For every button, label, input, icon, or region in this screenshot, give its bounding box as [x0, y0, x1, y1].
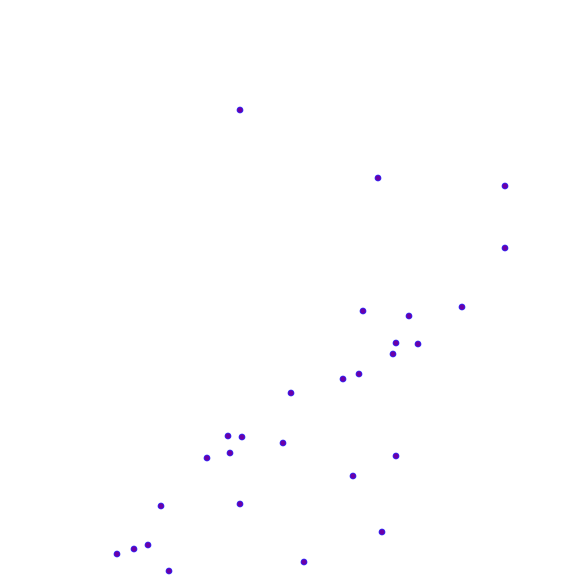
- scatter-point-1: [236, 106, 244, 114]
- scatter-point-9: [414, 340, 422, 348]
- scatter-point-14: [224, 432, 232, 440]
- scatter-point-26: [113, 550, 121, 558]
- scatter-point-12: [339, 375, 347, 383]
- scatter-point-3: [501, 182, 509, 190]
- scatter-point-19: [392, 452, 400, 460]
- scatter-point-8: [392, 339, 400, 347]
- scatter-point-4: [501, 244, 509, 252]
- scatter-point-11: [355, 370, 363, 378]
- scatter-point-16: [279, 439, 287, 447]
- scatter-point-27: [300, 558, 308, 566]
- scatter-point-23: [378, 528, 386, 536]
- scatter-point-24: [144, 541, 152, 549]
- scatter-point-15: [238, 433, 246, 441]
- scatter-point-18: [203, 454, 211, 462]
- scatter-point-13: [287, 389, 295, 397]
- scatter-point-21: [157, 502, 165, 510]
- scatter-point-22: [236, 500, 244, 508]
- scatter-point-2: [374, 174, 382, 182]
- scatter-point-25: [130, 545, 138, 553]
- scatter-point-28: [165, 567, 173, 575]
- scatter-point-6: [359, 307, 367, 315]
- scatter-point-10: [389, 350, 397, 358]
- scatter-point-5: [458, 303, 466, 311]
- scatter-point-7: [405, 312, 413, 320]
- scatter-point-20: [349, 472, 357, 480]
- data-points: [113, 106, 509, 575]
- scatter-point-17: [226, 449, 234, 457]
